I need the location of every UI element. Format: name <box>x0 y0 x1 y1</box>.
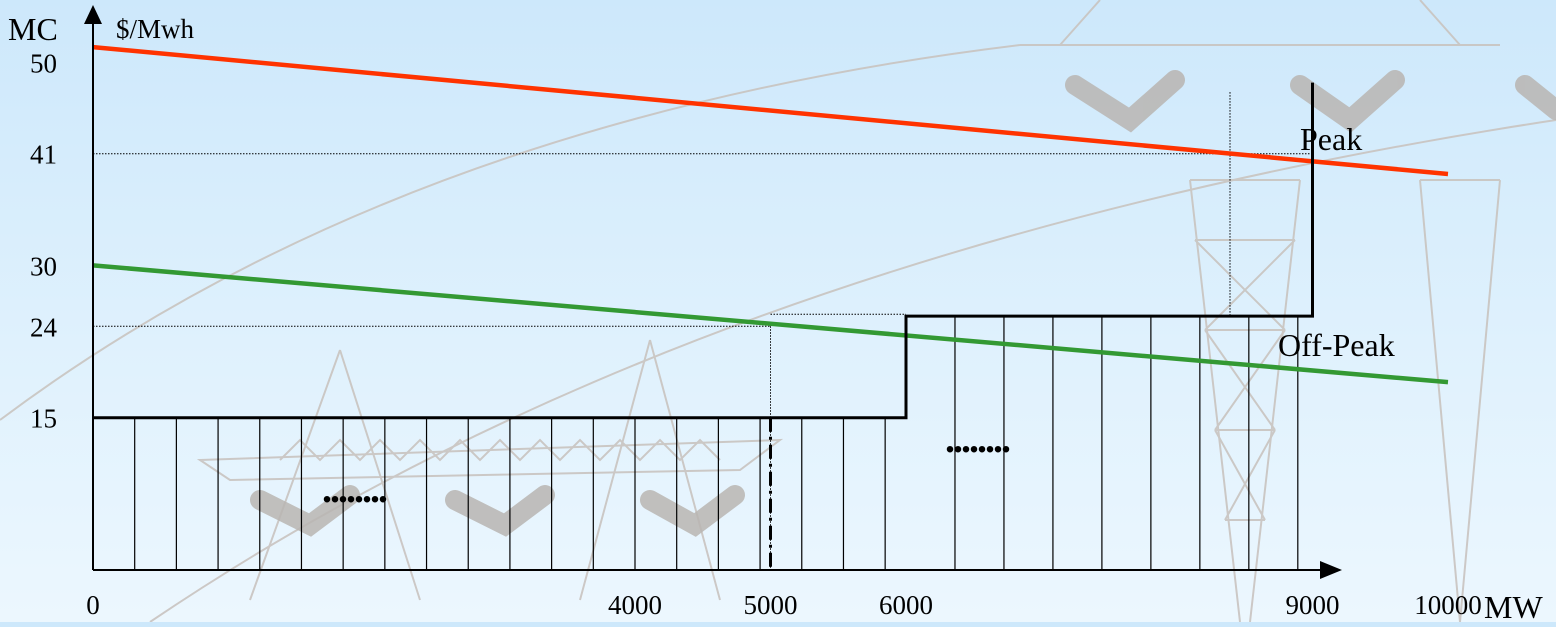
y-tick-41: 41 <box>30 140 57 170</box>
background-insulators <box>250 70 1556 537</box>
series-line-peak <box>92 44 1449 177</box>
ellipsis-right: ........ <box>945 416 1010 461</box>
supply-step-curve <box>93 82 1314 420</box>
reference-lines <box>93 92 1313 570</box>
x-tick-0: 0 <box>86 590 100 620</box>
y-tick-15: 15 <box>30 404 57 434</box>
y-tick-50: 50 <box>30 48 57 78</box>
capacity-blocks <box>92 316 1299 570</box>
x-tick-9000: 9000 <box>1286 590 1340 620</box>
y-tick-24: 24 <box>30 312 58 342</box>
y-axis-arrow-icon <box>84 5 102 24</box>
x-axis-unit: MW <box>1484 589 1543 622</box>
y-axis-unit: $/Mwh <box>116 14 195 44</box>
series-line-offpeak <box>92 263 1449 385</box>
y-axis-label: MC <box>8 11 58 47</box>
y-tick-labels: 15 24 30 41 50 <box>30 48 58 433</box>
x-tick-5000: 5000 <box>744 590 798 620</box>
x-axis-arrow-icon <box>1320 561 1342 579</box>
x-tick-10000: 10000 <box>1414 590 1482 620</box>
ellipsis-left: ........ <box>322 466 387 511</box>
series-label-peak: Peak <box>1300 121 1362 157</box>
series-label-offpeak: Off-Peak <box>1278 327 1395 363</box>
x-tick-4000: 4000 <box>608 590 662 620</box>
series-layer <box>92 44 1449 420</box>
axes <box>84 5 1342 579</box>
y-tick-30: 30 <box>30 251 57 281</box>
x-tick-6000: 6000 <box>879 590 933 620</box>
x-tick-labels: 0 4000 5000 6000 9000 10000 <box>86 590 1482 620</box>
